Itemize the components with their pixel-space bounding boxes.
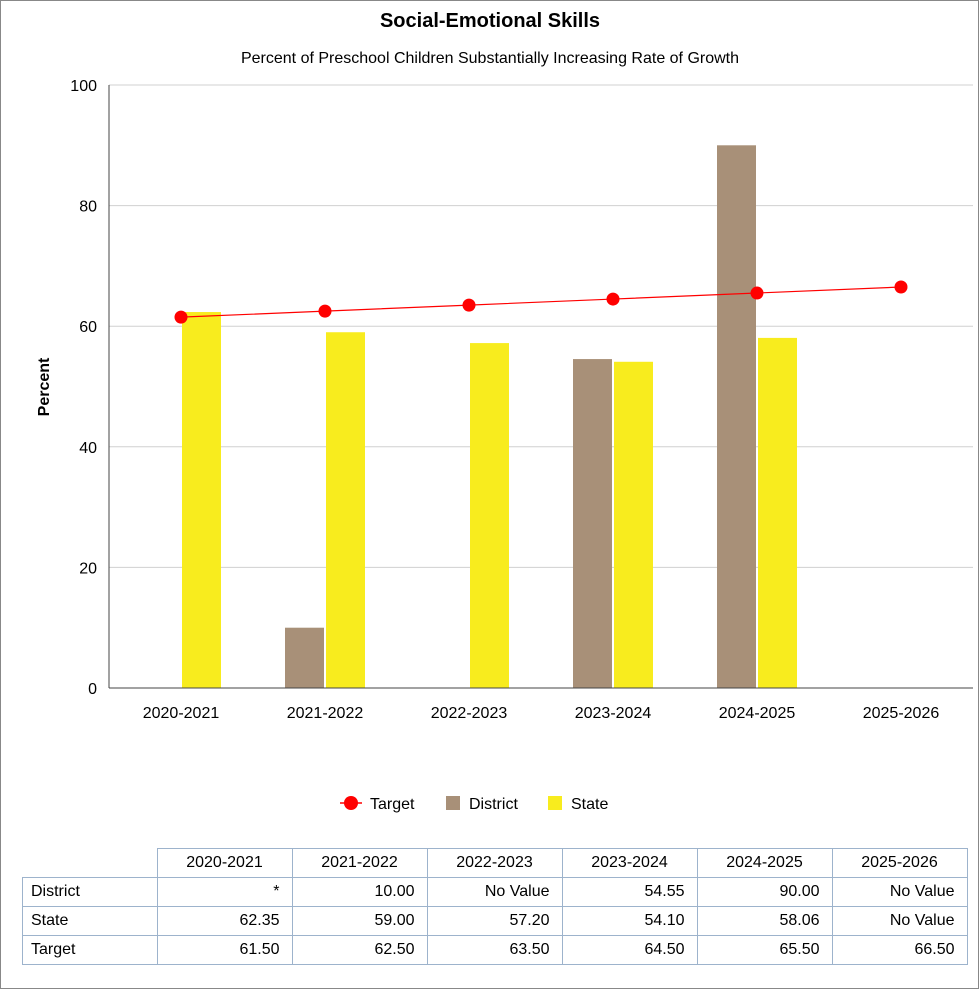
table-header-cell: 2024-2025 xyxy=(696,848,833,878)
table-cell: 62.50 xyxy=(291,935,428,965)
table-cell: * xyxy=(156,877,293,907)
chart: Social-Emotional Skills Percent of Presc… xyxy=(36,10,973,813)
legend-item-district: District xyxy=(446,796,518,813)
target-point xyxy=(750,286,764,300)
legend: Target District State xyxy=(340,796,608,813)
table-header-cell: 2023-2024 xyxy=(561,848,698,878)
y-tick-label: 80 xyxy=(79,199,97,216)
bar-state xyxy=(326,332,365,688)
table-header-row: 2020-2021 2021-2022 2022-2023 2023-2024 … xyxy=(23,848,968,878)
x-tick-label: 2023-2024 xyxy=(575,705,652,722)
bar-district xyxy=(285,627,324,688)
table-cell: 64.50 xyxy=(561,935,698,965)
table-row-label: State xyxy=(22,906,158,936)
table-cell: 10.00 xyxy=(291,877,428,907)
table-cell: 58.06 xyxy=(696,906,833,936)
table-header-cell: 2025-2026 xyxy=(831,848,968,878)
table-cell: 65.50 xyxy=(696,935,833,965)
x-tick-label: 2020-2021 xyxy=(143,705,220,722)
data-table: 2020-2021 2021-2022 2022-2023 2023-2024 … xyxy=(22,848,968,965)
legend-district-swatch xyxy=(446,796,460,810)
table-header-cell: 2020-2021 xyxy=(156,848,293,878)
legend-state-swatch xyxy=(548,796,562,810)
y-tick-label: 40 xyxy=(79,440,97,457)
y-tick-label: 60 xyxy=(79,319,97,336)
legend-label-state: State xyxy=(571,796,608,813)
target-point xyxy=(462,298,476,312)
bar-state xyxy=(614,361,653,688)
table-cell: 54.10 xyxy=(561,906,698,936)
table-row: State 62.35 59.00 57.20 54.10 58.06 No V… xyxy=(22,906,968,936)
x-tick-label: 2022-2023 xyxy=(431,705,508,722)
target-point xyxy=(174,310,188,324)
table-cell: 54.55 xyxy=(561,877,698,907)
legend-target-marker xyxy=(344,796,358,810)
table-header-cell: 2022-2023 xyxy=(426,848,563,878)
legend-item-state: State xyxy=(548,796,608,813)
table-row-label: District xyxy=(22,877,158,907)
table-header-cell: 2021-2022 xyxy=(291,848,428,878)
x-tick-label: 2025-2026 xyxy=(863,705,940,722)
table-cell: 59.00 xyxy=(291,906,428,936)
table-cell: 90.00 xyxy=(696,877,833,907)
bar-district xyxy=(717,145,756,689)
gridlines xyxy=(109,84,973,568)
table-cell: No Value xyxy=(831,906,968,936)
chart-subtitle: Percent of Preschool Children Substantia… xyxy=(241,50,739,67)
y-tick-label: 20 xyxy=(79,560,97,577)
bar-state xyxy=(182,312,221,688)
y-tick-label: 0 xyxy=(88,681,97,698)
table-row-label: Target xyxy=(22,935,158,965)
bars xyxy=(182,145,797,689)
table-cell: No Value xyxy=(426,877,563,907)
target-point xyxy=(894,280,908,294)
table-row: Target 61.50 62.50 63.50 64.50 65.50 66.… xyxy=(22,935,968,965)
target-line xyxy=(174,280,908,324)
target-series-line xyxy=(180,286,902,318)
table-cell: 61.50 xyxy=(156,935,293,965)
bar-state xyxy=(470,343,509,688)
table-row: District * 10.00 No Value 54.55 90.00 No… xyxy=(22,877,968,907)
legend-item-target: Target xyxy=(340,796,415,813)
y-tick-label: 100 xyxy=(70,78,97,95)
target-point xyxy=(318,304,332,318)
bar-state xyxy=(758,337,797,688)
target-point xyxy=(606,292,620,306)
table-corner xyxy=(23,849,158,878)
bar-district xyxy=(573,359,612,688)
x-tick-label: 2024-2025 xyxy=(719,705,796,722)
x-tick-label: 2021-2022 xyxy=(287,705,364,722)
table-cell: No Value xyxy=(831,877,968,907)
table-cell: 62.35 xyxy=(156,906,293,936)
table-cell: 57.20 xyxy=(426,906,563,936)
chart-title: Social-Emotional Skills xyxy=(380,10,600,32)
axes: 0 20 40 60 80 100 2020-2021 2021-2022 2022-2023 2… xyxy=(70,78,973,722)
legend-label-target: Target xyxy=(370,796,415,813)
legend-label-district: District xyxy=(469,796,518,813)
table-cell: 63.50 xyxy=(426,935,563,965)
y-axis-label: Percent xyxy=(36,357,53,416)
table-cell: 66.50 xyxy=(831,935,968,965)
